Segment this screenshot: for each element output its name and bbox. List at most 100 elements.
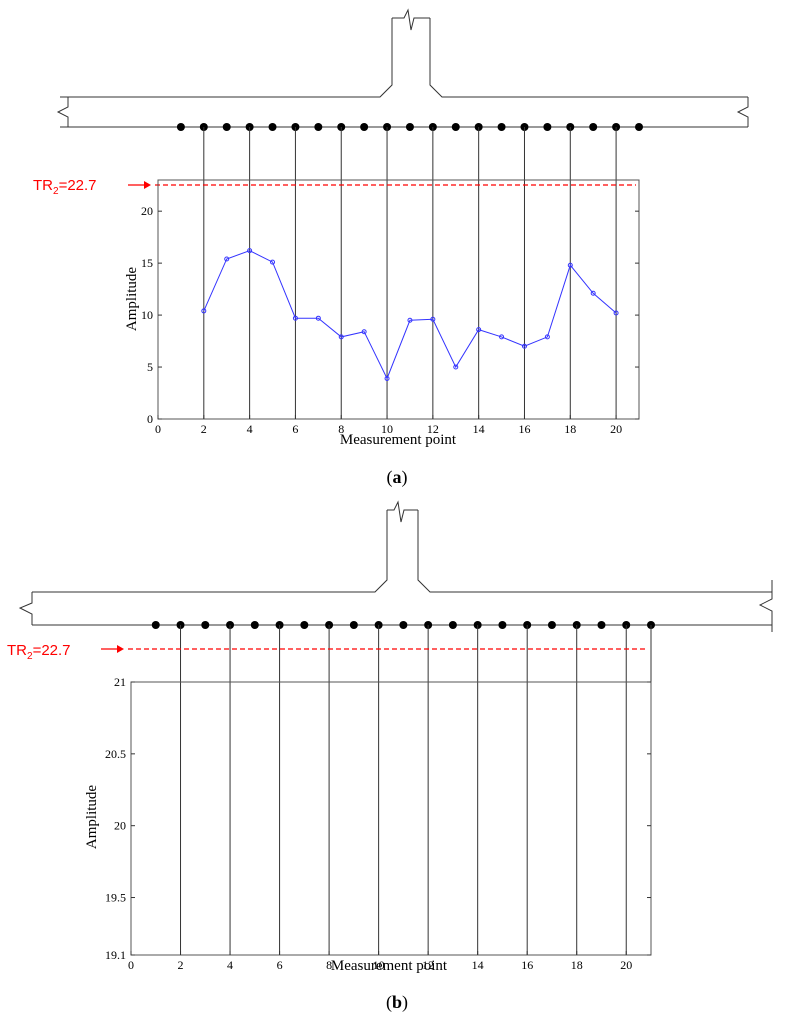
data-point [613, 310, 619, 316]
y-ticks-a: 0 5 10 15 20 [141, 204, 639, 426]
sensor-lines-a [203, 127, 617, 419]
x-tick-label: 10 [373, 958, 385, 972]
y-tick-label: 20.5 [105, 747, 126, 761]
threshold-arrow-a [128, 181, 151, 189]
beam-top-edge-b [32, 500, 772, 593]
y-tick-label: 21 [114, 675, 126, 689]
panel-caption-b: (b) [386, 992, 408, 1013]
y-tick-label: 19.5 [105, 891, 126, 905]
y-tick-label: 10 [141, 308, 153, 322]
x-tick-label: 0 [155, 422, 161, 436]
data-point [476, 327, 482, 333]
x-axis-label-b: Measurement point [331, 958, 448, 974]
data-point [247, 248, 253, 254]
sensor-dots-b [151, 621, 655, 629]
sensor-dot [547, 621, 556, 629]
x-tick-label: 18 [564, 422, 576, 436]
data-point [315, 315, 321, 321]
data-point [521, 343, 527, 349]
data-point [453, 364, 459, 370]
data-point [567, 262, 573, 268]
y-tick-label: 15 [141, 256, 153, 270]
x-ticks-b: 0 2 4 6 8 10 12 14 16 18 20 [128, 951, 632, 972]
data-point [407, 317, 413, 323]
x-tick-label: 8 [338, 422, 344, 436]
sensor-dot [201, 621, 210, 629]
sensor-dot [151, 621, 160, 629]
panel-a: TR2=22.7 0 2 4 6 8 10 12 14 16 18 20 0 5 10 15 20 Meas… [33, 8, 749, 488]
threshold-label-a: TR2=22.7 [33, 177, 97, 197]
x-tick-label: 14 [472, 958, 484, 972]
y-tick-label: 20 [114, 819, 126, 833]
beam-top-edge-a [60, 8, 748, 98]
sensor-dot [405, 123, 414, 131]
sensor-dot [448, 621, 457, 629]
data-point [338, 334, 344, 340]
threshold-label-b: TR2=22.7 [7, 642, 71, 662]
x-tick-label: 6 [277, 958, 283, 972]
x-tick-label: 4 [227, 958, 233, 972]
sensor-dot [222, 123, 231, 131]
sensor-dot [349, 621, 358, 629]
x-tick-label: 14 [473, 422, 485, 436]
x-tick-label: 0 [128, 958, 134, 972]
beam-left-break-a [56, 97, 69, 127]
data-point [544, 334, 550, 340]
beam-left-break-b [18, 592, 33, 625]
sensor-dot [399, 621, 408, 629]
x-tick-label: 12 [427, 422, 439, 436]
data-point [361, 329, 367, 335]
x-axis-label-a: Measurement point [340, 432, 457, 448]
sensor-dot [635, 123, 643, 131]
sensor-dot [314, 123, 323, 131]
data-point [224, 256, 230, 262]
beam-structure-b [18, 500, 773, 632]
sensor-dot [250, 621, 259, 629]
x-ticks-a: 0 2 4 6 8 10 12 14 16 18 20 [155, 415, 622, 436]
sensor-dot [497, 123, 506, 131]
x-tick-label: 16 [521, 958, 533, 972]
x-tick-label: 2 [178, 958, 184, 972]
sensor-dot [268, 123, 277, 131]
sensor-dot [589, 123, 598, 131]
series-markers-a [201, 248, 619, 381]
x-tick-label: 10 [381, 422, 393, 436]
sensor-dot [300, 621, 309, 629]
sensor-dot [360, 123, 369, 131]
y-tick-label: 19.1 [105, 948, 126, 962]
beam-right-break-b [758, 580, 773, 632]
data-point [270, 259, 276, 265]
y-ticks-b: 19.1 19.5 20 20.5 21 [105, 675, 651, 962]
beam-structure-a [56, 8, 749, 128]
data-point [292, 315, 298, 321]
y-tick-label: 0 [147, 412, 153, 426]
x-tick-label: 2 [201, 422, 207, 436]
sensor-dot [451, 123, 460, 131]
sensor-dots-a [176, 123, 643, 131]
sensor-lines-b [180, 625, 652, 955]
x-tick-label: 8 [326, 958, 332, 972]
y-axis-label-b: Amplitude [84, 785, 100, 850]
sensor-dot [543, 123, 552, 131]
panel-caption-a: (a) [387, 467, 408, 488]
data-point [430, 316, 436, 322]
plot-frame-b [130, 681, 652, 956]
x-tick-label: 20 [610, 422, 622, 436]
data-point [499, 334, 505, 340]
x-tick-label: 16 [518, 422, 530, 436]
data-point [590, 290, 596, 296]
y-axis-label-a: Amplitude [124, 267, 140, 332]
beam-right-break-a [736, 97, 749, 127]
sensor-dot [498, 621, 507, 629]
data-point [201, 308, 207, 314]
threshold-arrow-b [101, 645, 124, 653]
series-line-a [203, 250, 617, 380]
x-tick-label: 18 [571, 958, 583, 972]
x-tick-label: 4 [247, 422, 253, 436]
data-point [384, 375, 390, 381]
sensor-dot [176, 123, 185, 131]
x-tick-label: 20 [620, 958, 632, 972]
y-tick-label: 20 [141, 204, 153, 218]
panel-b: TR2=22.7 0 2 4 6 8 10 12 14 16 18 20 19.1 19.5 20 20.… [7, 500, 773, 1013]
